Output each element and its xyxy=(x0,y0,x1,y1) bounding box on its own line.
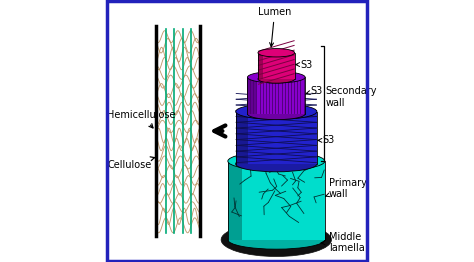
Text: Cellulose: Cellulose xyxy=(107,157,155,170)
Ellipse shape xyxy=(258,75,295,83)
Text: Middle
lamella: Middle lamella xyxy=(321,232,365,253)
Polygon shape xyxy=(247,77,256,114)
Polygon shape xyxy=(228,161,242,240)
Text: S3: S3 xyxy=(318,135,334,145)
Ellipse shape xyxy=(247,108,305,120)
Ellipse shape xyxy=(258,48,295,57)
Ellipse shape xyxy=(228,152,325,171)
Ellipse shape xyxy=(247,72,305,83)
Polygon shape xyxy=(228,161,325,240)
Polygon shape xyxy=(258,53,264,79)
Text: Lumen: Lumen xyxy=(258,7,292,47)
Text: S3: S3 xyxy=(306,86,323,96)
Text: Primary
wall: Primary wall xyxy=(326,178,366,199)
Ellipse shape xyxy=(236,156,317,172)
Ellipse shape xyxy=(221,223,331,256)
Polygon shape xyxy=(258,53,295,79)
Polygon shape xyxy=(247,77,305,114)
Ellipse shape xyxy=(228,230,325,249)
Text: S3: S3 xyxy=(296,59,312,69)
Text: Hemicellulose: Hemicellulose xyxy=(107,110,176,128)
Ellipse shape xyxy=(236,104,317,119)
Text: Secondary
wall: Secondary wall xyxy=(326,86,377,108)
Bar xyxy=(156,26,201,236)
Polygon shape xyxy=(236,112,317,164)
Polygon shape xyxy=(236,112,248,164)
